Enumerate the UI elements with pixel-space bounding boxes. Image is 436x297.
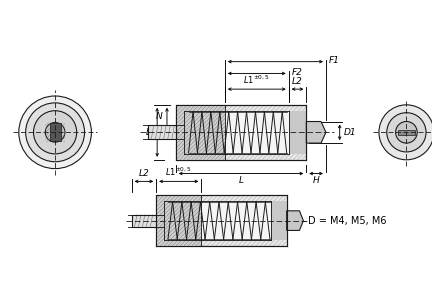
Text: $L1^{\pm0,5}$: $L1^{\pm0,5}$ [243,74,270,86]
Text: D1: D1 [344,128,356,137]
Polygon shape [271,201,287,240]
Polygon shape [176,105,225,160]
Text: L2: L2 [139,169,149,178]
Circle shape [19,96,92,169]
Polygon shape [176,105,307,160]
Polygon shape [399,130,415,135]
Polygon shape [156,195,201,246]
Text: L: L [238,176,244,185]
Polygon shape [148,125,176,139]
Circle shape [379,105,434,160]
Circle shape [45,122,65,142]
Polygon shape [156,195,287,246]
Circle shape [395,121,417,143]
Circle shape [26,103,85,162]
Text: N: N [155,112,162,121]
Polygon shape [307,121,326,143]
Text: D = M4, M5, M6: D = M4, M5, M6 [308,216,387,226]
Text: L2: L2 [292,77,303,86]
Polygon shape [50,124,61,141]
Text: F2: F2 [292,68,303,77]
Polygon shape [287,211,303,230]
Polygon shape [132,215,156,227]
Text: D: D [145,128,152,137]
Polygon shape [289,111,307,154]
Text: F1: F1 [329,56,340,65]
Text: H: H [313,176,320,185]
Polygon shape [164,201,271,240]
Polygon shape [184,111,289,154]
Circle shape [34,111,77,154]
Circle shape [387,113,426,152]
Text: $L1^{\pm0,5}$: $L1^{\pm0,5}$ [165,166,192,178]
